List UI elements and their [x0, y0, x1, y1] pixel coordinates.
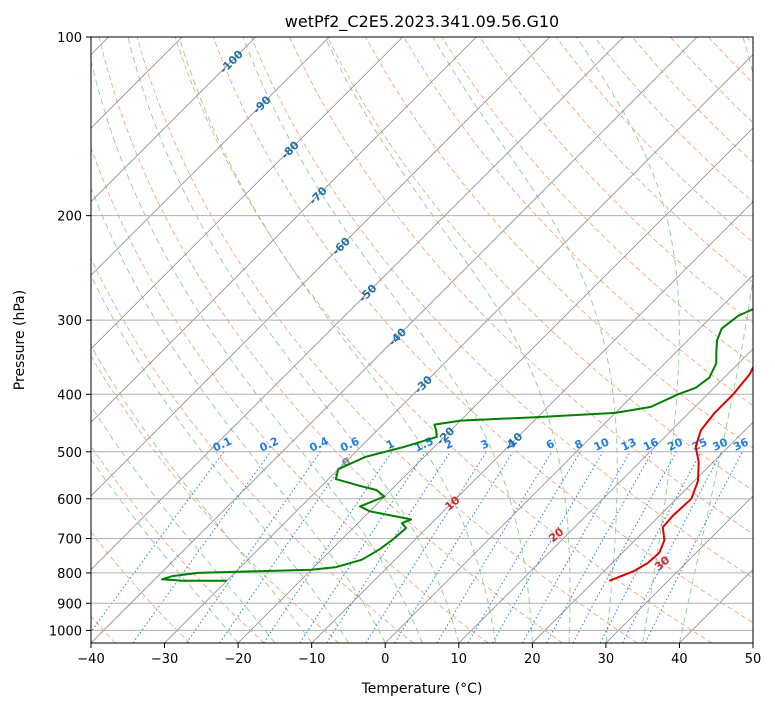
y-tick-label: 400: [57, 388, 82, 403]
x-tick-label: 40: [671, 652, 688, 667]
isotherm-line: [384, 274, 753, 643]
isotherm-line: [91, 37, 256, 203]
isotherm-line: [91, 37, 551, 497]
plot-area: [91, 37, 753, 643]
profile-series: [161, 308, 753, 582]
mixing-ratio-line: [572, 451, 678, 643]
moist-adiabat-line: [91, 274, 349, 643]
mixing-ratio-line: [132, 451, 272, 643]
y-tick-label: 300: [57, 314, 82, 329]
isotherm-line: [237, 127, 753, 643]
x-tick-label: −30: [151, 652, 178, 667]
mixing-ratio-label: 16: [641, 435, 661, 453]
dry-adiabat-line: [91, 445, 265, 643]
moist-adiabat-line: [432, 37, 618, 643]
isotherm-line: [605, 495, 753, 643]
isotherm-line: [458, 348, 753, 643]
dry-adiabat-line: [479, 37, 753, 324]
moist-adiabat-line: [91, 458, 239, 643]
moist-adiabat-line: [91, 404, 276, 643]
isotherm-line: [311, 201, 753, 643]
mixing-ratio-lines: [91, 451, 743, 643]
mixing-ratio-line: [219, 451, 352, 643]
y-tick-label: 100: [57, 31, 82, 46]
y-tick-label: 700: [57, 533, 82, 548]
dry-adiabat-line: [91, 146, 489, 643]
x-tick-label: −40: [77, 652, 104, 667]
dry-adiabat-line: [136, 37, 638, 643]
y-tick-label: 600: [57, 493, 82, 508]
x-tick-label: −20: [224, 652, 251, 667]
dry-adiabat-line: [91, 355, 340, 643]
moist-adiabat-line: [242, 37, 533, 643]
dry-adiabat-label: 40: [765, 582, 775, 602]
x-tick-label: 50: [745, 652, 762, 667]
chart-title: wetPf2_C2E5.2023.341.09.56.G10: [285, 12, 559, 32]
x-axis-title: Temperature (°C): [361, 681, 483, 697]
moist-adiabat-line: [91, 58, 423, 643]
moist-adiabat-line: [178, 37, 497, 643]
dry-adiabat-line: [174, 37, 713, 643]
isotherm-line: [91, 37, 477, 423]
x-tick-label: 30: [598, 652, 615, 667]
moist-adiabat-line: [91, 186, 386, 643]
axes: −40 −30 −20 −10 0 10 20 30 40 50 1000 900 800 700 600 5…: [49, 31, 761, 667]
y-tick-label: 900: [57, 597, 82, 612]
isotherms: [91, 37, 753, 643]
plot-frame: [90, 36, 754, 644]
moist-adiabat-line: [127, 37, 460, 643]
mixing-ratio-label: 20: [665, 435, 685, 453]
isotherm-line: [91, 37, 404, 350]
isotherm-line: [91, 37, 624, 571]
isotherm-line: [164, 53, 753, 643]
y-tick-label: 500: [57, 446, 82, 461]
pressure-gridlines: [91, 37, 753, 631]
x-tick-label: 20: [524, 652, 541, 667]
moist-adiabat-line: [678, 37, 753, 643]
isotherm-line: [91, 37, 330, 276]
mixing-ratio-line: [365, 451, 487, 643]
dry-adiabat-line: [91, 531, 191, 643]
x-tick-label: 0: [381, 652, 389, 667]
x-tick-label: −10: [298, 652, 325, 667]
dry-adiabats: [91, 37, 753, 643]
mixing-ratio-label: 25: [690, 436, 709, 454]
dry-adiabat-line: [517, 37, 753, 284]
mixing-ratio-line: [91, 451, 225, 633]
mixing-ratio-line: [299, 451, 426, 643]
moist-adiabat-line: [324, 37, 571, 643]
dry-adiabat-line: [327, 37, 753, 492]
dewpoint-profile-line: [161, 308, 753, 582]
mixing-ratio-label: 13: [619, 436, 638, 454]
y-tick-label: 200: [57, 210, 82, 225]
mixing-ratio-line: [546, 451, 653, 643]
temperature-profile-line: [608, 365, 753, 582]
isotherm-line: [532, 421, 753, 643]
x-tick-label: 10: [451, 652, 468, 667]
dry-adiabat-line: [403, 37, 753, 407]
dry-adiabat-line: [250, 37, 753, 579]
dry-adiabat-line: [98, 37, 563, 643]
mixing-ratio-line: [326, 451, 451, 643]
mixing-ratio-label: 30: [711, 435, 731, 453]
moist-adiabat-line: [576, 37, 680, 643]
mixing-ratio-line: [436, 451, 553, 643]
mixing-ratio-label: 10: [592, 435, 612, 453]
mixing-ratio-line: [186, 451, 321, 643]
y-tick-label: 1000: [49, 624, 82, 639]
isotherm-line: [752, 642, 753, 643]
y-axis-title: Pressure (hPa): [12, 290, 28, 390]
mixing-ratio-line: [522, 451, 631, 643]
mixing-ratio-label: 36: [731, 435, 751, 453]
mixing-ratio-line: [599, 451, 702, 643]
y-tick-label: 800: [57, 567, 82, 582]
dry-adiabat-line: [212, 37, 753, 624]
isotherm-line: [91, 37, 698, 643]
mixing-ratio-line: [263, 451, 393, 643]
